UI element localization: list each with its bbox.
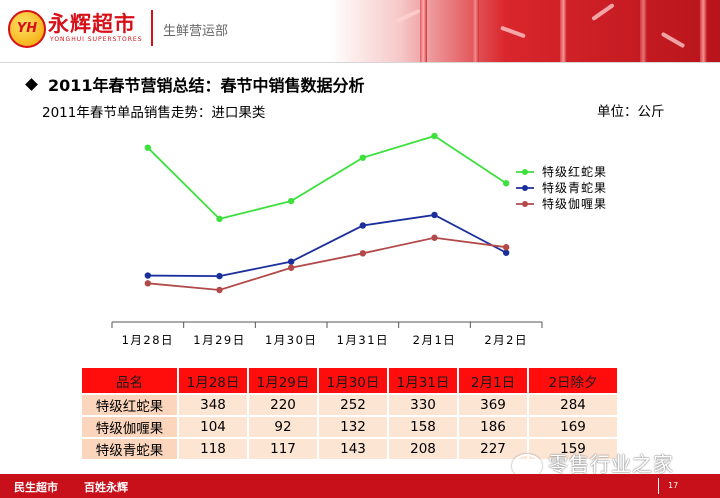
legend-swatch-marker xyxy=(522,201,528,207)
line-chart: 1月28日 1月29日 1月30日 1月31日 2月1日 2月2日 特级红蛇果特级青蛇果特级… xyxy=(111,132,607,347)
table-cell: 186 xyxy=(459,417,527,437)
table-cell: 330 xyxy=(389,395,457,415)
bamboo-decoration xyxy=(700,0,707,62)
footer-slogan-right: 百姓永辉 xyxy=(84,481,128,494)
footer-bar: 民生超市 百姓永辉 17 xyxy=(0,474,720,498)
x-tick-label: 2月1日 xyxy=(413,333,457,347)
diamond-bullet-icon xyxy=(25,78,38,91)
table-cell: 348 xyxy=(179,395,247,415)
table-cell: 227 xyxy=(459,439,527,459)
data-point xyxy=(502,180,510,187)
table-header-cell: 品名 xyxy=(82,368,177,393)
table-cell: 284 xyxy=(529,395,617,415)
legend-swatch-marker xyxy=(522,169,528,175)
data-point xyxy=(287,197,295,205)
table-header-row: 品名 1月28日 1月29日 1月30日 1月31日 2月1日 2日除夕 xyxy=(82,368,617,393)
header-rule xyxy=(0,62,720,63)
table-cell: 特级青蛇果 xyxy=(82,439,177,459)
table-cell: 252 xyxy=(319,395,387,415)
bamboo-decoration xyxy=(472,0,479,62)
table-header-cell: 1月29日 xyxy=(249,368,317,393)
table-row: 特级红蛇果 348 220 252 330 369 284 xyxy=(82,395,617,415)
table-cell: 118 xyxy=(179,439,247,459)
table-cell: 169 xyxy=(529,417,617,437)
series-line xyxy=(147,214,507,278)
chart-subtitle: 2011年春节单品销售走势：进口果类 xyxy=(42,105,266,121)
bamboo-decoration xyxy=(560,0,567,62)
bamboo-background xyxy=(330,0,720,62)
data-point xyxy=(216,215,223,223)
table-header-cell: 2月1日 xyxy=(459,368,527,393)
series-line xyxy=(147,236,507,291)
header-banner: YH 永辉超市 YONGHUI SUPERSTORES 生鲜营运部 xyxy=(0,0,720,62)
data-point xyxy=(431,211,438,219)
sales-table: 品名 1月28日 1月29日 1月30日 1月31日 2月1日 2日除夕 特级红… xyxy=(80,366,619,461)
unit-label: 单位：公斤 xyxy=(597,104,665,120)
header-divider xyxy=(151,10,153,46)
data-point xyxy=(502,243,510,251)
x-tick-label: 1月28日 xyxy=(122,333,174,347)
table-cell: 117 xyxy=(249,439,317,459)
bamboo-decoration xyxy=(420,0,427,62)
table-cell: 132 xyxy=(319,417,387,437)
page-title: 2011年春节营销总结：春节中销售数据分析 xyxy=(25,72,365,96)
data-point xyxy=(359,222,367,229)
table-header-cell: 1月30日 xyxy=(319,368,387,393)
table-header-cell: 1月28日 xyxy=(179,368,247,393)
brand-subtitle: YONGHUI SUPERSTORES xyxy=(50,36,143,43)
footer-slogan-left: 民生超市 xyxy=(14,481,58,494)
table-cell: 143 xyxy=(319,439,387,459)
table-cell: 特级红蛇果 xyxy=(82,395,177,415)
data-point xyxy=(287,264,295,271)
table-cell: 特级伽喱果 xyxy=(82,417,177,437)
table-header-cell: 2日除夕 xyxy=(529,368,617,393)
table-header-cell: 1月31日 xyxy=(389,368,457,393)
brand-logo: YH xyxy=(8,10,46,48)
series-line xyxy=(147,135,507,220)
data-point xyxy=(144,272,152,279)
data-point xyxy=(144,280,152,287)
data-point xyxy=(431,132,438,140)
x-tick-label: 2月2日 xyxy=(484,333,528,347)
data-point xyxy=(287,258,295,265)
legend-label: 特级青蛇果 xyxy=(542,180,607,195)
table-row: 特级青蛇果 118 117 143 208 227 159 xyxy=(82,439,617,459)
data-point xyxy=(216,286,223,294)
table-cell: 92 xyxy=(249,417,317,437)
data-point xyxy=(144,144,152,151)
legend-label: 特级红蛇果 xyxy=(542,164,607,179)
watermark-text: 零售行业之家 xyxy=(548,452,674,476)
data-point xyxy=(359,154,367,161)
page-title-text: 2011年春节营销总结：春节中销售数据分析 xyxy=(48,76,365,95)
table-cell: 369 xyxy=(459,395,527,415)
brand-name: 永辉超市 xyxy=(48,12,136,36)
table-cell: 104 xyxy=(179,417,247,437)
page-number: 17 xyxy=(668,481,679,490)
table-row: 特级伽喱果 104 92 132 158 186 169 xyxy=(82,417,617,437)
department-label: 生鲜营运部 xyxy=(163,24,229,39)
legend-label: 特级伽喱果 xyxy=(542,196,607,211)
data-point xyxy=(359,250,367,257)
x-tick-label: 1月29日 xyxy=(193,333,245,347)
x-tick-label: 1月31日 xyxy=(337,333,389,347)
bamboo-decoration xyxy=(640,0,647,62)
data-point xyxy=(216,272,223,280)
data-point xyxy=(502,249,510,256)
table-cell: 159 xyxy=(529,439,617,459)
table-cell: 208 xyxy=(389,439,457,459)
footer-divider xyxy=(658,478,659,494)
table-cell: 158 xyxy=(389,417,457,437)
x-tick-label: 1月30日 xyxy=(265,333,317,347)
table-cell: 220 xyxy=(249,395,317,415)
watermark: 零售行业之家 xyxy=(512,448,674,478)
data-point xyxy=(431,234,438,241)
legend-swatch-marker xyxy=(522,185,528,191)
